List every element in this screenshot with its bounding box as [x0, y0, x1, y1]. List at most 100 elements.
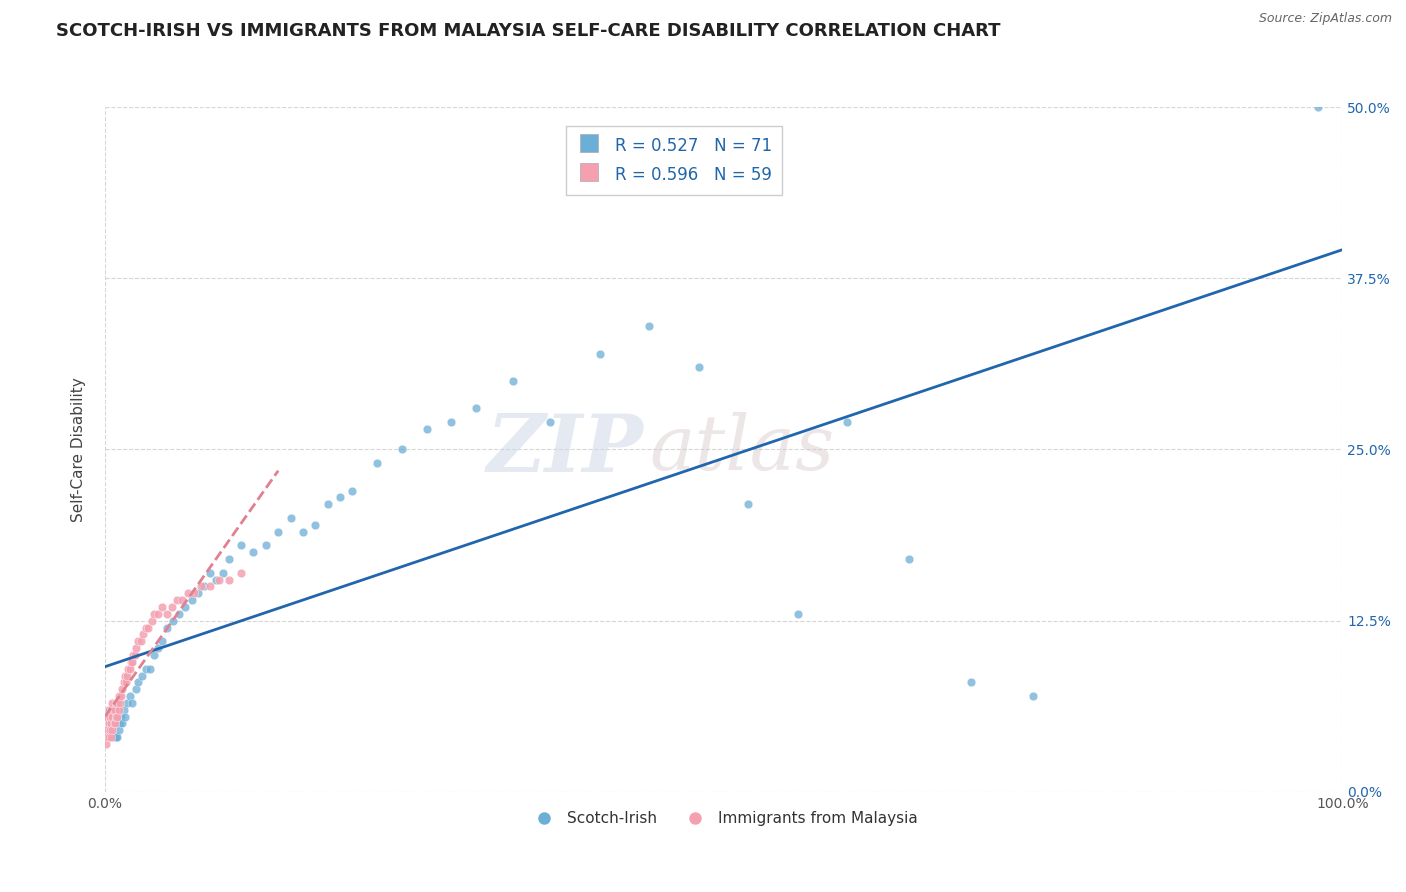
Point	[125, 682, 148, 697]
Point	[167, 607, 190, 621]
Point	[786, 607, 808, 621]
Point	[162, 614, 184, 628]
Point	[688, 360, 710, 375]
Point	[96, 709, 118, 723]
Point	[187, 586, 209, 600]
Point	[138, 662, 160, 676]
Point	[105, 730, 128, 744]
Point	[316, 497, 339, 511]
Point	[211, 566, 233, 580]
Point	[589, 346, 612, 360]
Point	[105, 709, 128, 723]
Point	[100, 703, 122, 717]
Point	[121, 655, 143, 669]
Point	[143, 607, 166, 621]
Point	[104, 716, 127, 731]
Point	[366, 456, 388, 470]
Y-axis label: Self-Care Disability: Self-Care Disability	[72, 377, 86, 522]
Text: atlas: atlas	[650, 412, 835, 486]
Point	[97, 730, 120, 744]
Point	[156, 621, 179, 635]
Point	[156, 607, 179, 621]
Point	[96, 737, 118, 751]
Point	[98, 730, 121, 744]
Point	[280, 511, 302, 525]
Point	[118, 662, 141, 676]
Point	[960, 675, 983, 690]
Text: SCOTCH-IRISH VS IMMIGRANTS FROM MALAYSIA SELF-CARE DISABILITY CORRELATION CHART: SCOTCH-IRISH VS IMMIGRANTS FROM MALAYSIA…	[56, 22, 1001, 40]
Point	[1306, 100, 1329, 114]
Point	[105, 716, 128, 731]
Point	[127, 675, 149, 690]
Point	[120, 655, 142, 669]
Point	[538, 415, 561, 429]
Point	[329, 491, 352, 505]
Point	[103, 730, 125, 744]
Point	[837, 415, 859, 429]
Point	[177, 586, 200, 600]
Point	[105, 709, 128, 723]
Point	[143, 648, 166, 662]
Point	[98, 723, 121, 738]
Point	[96, 730, 118, 744]
Point	[110, 689, 132, 703]
Point	[107, 723, 129, 738]
Point	[465, 401, 488, 416]
Point	[117, 696, 139, 710]
Point	[208, 573, 231, 587]
Point	[105, 696, 128, 710]
Point	[141, 614, 163, 628]
Point	[107, 689, 129, 703]
Point	[112, 703, 135, 717]
Point	[101, 723, 124, 738]
Text: Source: ZipAtlas.com: Source: ZipAtlas.com	[1258, 12, 1392, 25]
Point	[229, 538, 252, 552]
Point	[254, 538, 277, 552]
Point	[127, 634, 149, 648]
Point	[267, 524, 290, 539]
Point	[105, 730, 128, 744]
Point	[101, 730, 124, 744]
Point	[96, 723, 118, 738]
Point	[124, 648, 146, 662]
Point	[291, 524, 314, 539]
Point	[100, 730, 122, 744]
Point	[174, 600, 197, 615]
Point	[129, 634, 152, 648]
Point	[115, 675, 138, 690]
Point	[242, 545, 264, 559]
Point	[193, 579, 215, 593]
Point	[101, 696, 124, 710]
Point	[183, 586, 205, 600]
Point	[103, 716, 125, 731]
Point	[1022, 689, 1045, 703]
Point	[108, 696, 131, 710]
Point	[122, 648, 145, 662]
Point	[737, 497, 759, 511]
Point	[218, 552, 240, 566]
Point	[198, 566, 221, 580]
Point	[104, 730, 127, 744]
Point	[104, 716, 127, 731]
Point	[160, 600, 183, 615]
Point	[111, 716, 134, 731]
Point	[121, 696, 143, 710]
Point	[111, 682, 134, 697]
Point	[117, 668, 139, 682]
Point	[98, 709, 121, 723]
Point	[166, 593, 188, 607]
Point	[108, 716, 131, 731]
Point	[190, 579, 212, 593]
Point	[132, 627, 155, 641]
Point	[105, 709, 128, 723]
Point	[136, 621, 159, 635]
Point	[170, 593, 193, 607]
Point	[342, 483, 364, 498]
Point	[103, 703, 125, 717]
Point	[112, 675, 135, 690]
Point	[898, 552, 921, 566]
Point	[638, 319, 661, 334]
Point	[304, 517, 326, 532]
Point	[97, 716, 120, 731]
Point	[229, 566, 252, 580]
